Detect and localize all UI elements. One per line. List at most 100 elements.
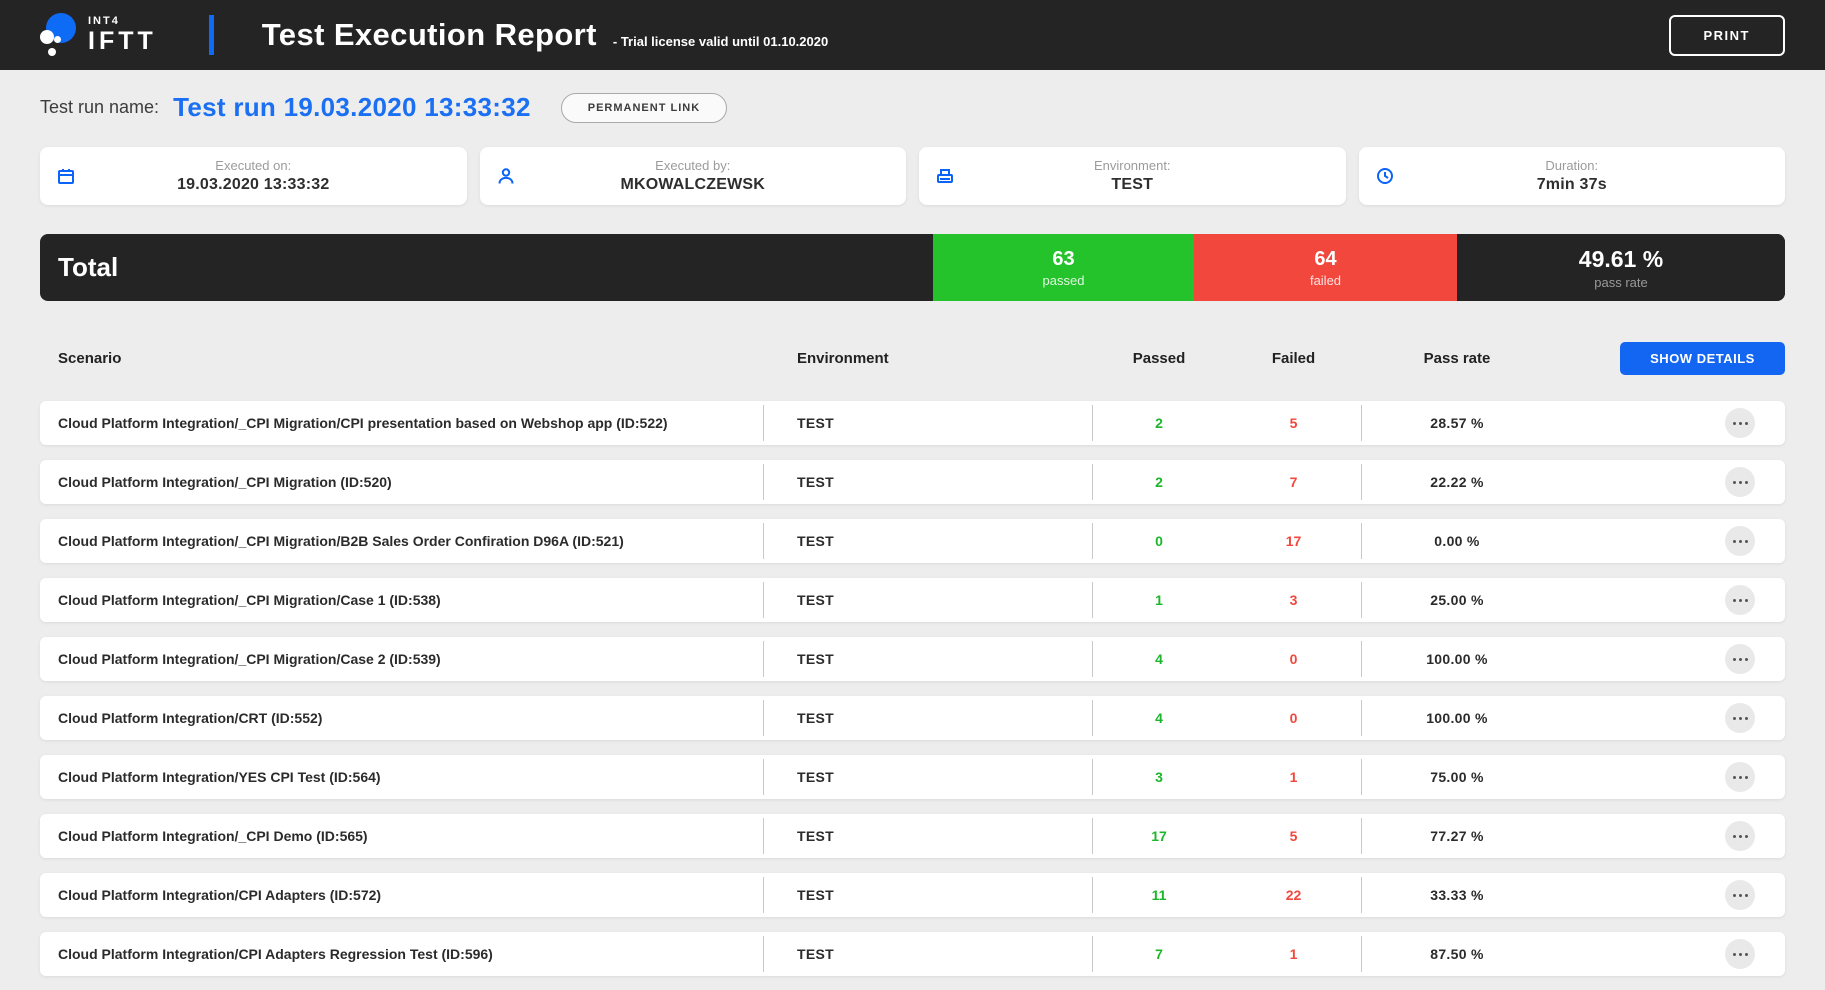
- row-failed-count: 17: [1286, 533, 1302, 549]
- table-row[interactable]: Cloud Platform Integration/CPI Adapters …: [40, 873, 1785, 917]
- total-pass-rate-caption: pass rate: [1594, 275, 1647, 290]
- int4-iftt-logo: INT4 IFTT: [34, 10, 157, 60]
- scenario-name: Cloud Platform Integration/CPI Adapters …: [58, 887, 381, 903]
- card-value: 7min 37s: [1537, 176, 1607, 194]
- row-pass-rate: 87.50 %: [1430, 946, 1483, 962]
- table-row[interactable]: Cloud Platform Integration/YES CPI Test …: [40, 755, 1785, 799]
- brand-iftt: IFTT: [88, 29, 157, 54]
- row-failed-count: 0: [1290, 710, 1298, 726]
- total-pass-rate-value: 49.61 %: [1579, 246, 1663, 273]
- row-actions-button[interactable]: [1725, 762, 1755, 792]
- scenario-name: Cloud Platform Integration/YES CPI Test …: [58, 769, 381, 785]
- ellipsis-icon: [1733, 658, 1736, 661]
- table-header-row: Scenario Environment Passed Failed Pass …: [40, 341, 1785, 375]
- row-actions-button[interactable]: [1725, 585, 1755, 615]
- server-icon: [935, 166, 955, 186]
- scenario-table: Scenario Environment Passed Failed Pass …: [40, 341, 1785, 976]
- row-passed-count: 4: [1155, 651, 1163, 667]
- table-row[interactable]: Cloud Platform Integration/_CPI Migratio…: [40, 637, 1785, 681]
- app-header: INT4 IFTT Test Execution Report - Trial …: [0, 0, 1825, 70]
- scenario-name: Cloud Platform Integration/_CPI Migratio…: [58, 474, 392, 490]
- row-pass-rate: 22.22 %: [1430, 474, 1483, 490]
- show-details-button[interactable]: SHOW DETAILS: [1620, 342, 1785, 375]
- scenario-name: Cloud Platform Integration/CRT (ID:552): [58, 710, 322, 726]
- total-failed-value: 64: [1314, 248, 1336, 271]
- brand-int4: INT4: [88, 16, 157, 27]
- ellipsis-icon: [1733, 835, 1736, 838]
- row-failed-count: 22: [1286, 887, 1302, 903]
- row-actions-button[interactable]: [1725, 821, 1755, 851]
- row-passed-count: 11: [1152, 887, 1167, 903]
- row-pass-rate: 100.00 %: [1426, 710, 1488, 726]
- row-environment: TEST: [797, 415, 834, 431]
- row-actions-button[interactable]: [1725, 939, 1755, 969]
- test-run-name: Test run 19.03.2020 13:33:32: [173, 92, 531, 123]
- table-row[interactable]: Cloud Platform Integration/_CPI Demo (ID…: [40, 814, 1785, 858]
- total-passed-block: 63 passed: [933, 234, 1194, 301]
- row-actions-button[interactable]: [1725, 644, 1755, 674]
- ellipsis-icon: [1733, 776, 1736, 779]
- scenario-name: Cloud Platform Integration/_CPI Migratio…: [58, 533, 624, 549]
- row-passed-count: 7: [1155, 946, 1163, 962]
- row-environment: TEST: [797, 474, 834, 490]
- card-value: MKOWALCZEWSK: [620, 176, 765, 194]
- row-passed-count: 3: [1155, 769, 1163, 785]
- table-row[interactable]: Cloud Platform Integration/_CPI Migratio…: [40, 578, 1785, 622]
- row-failed-count: 1: [1290, 946, 1298, 962]
- row-failed-count: 0: [1290, 651, 1298, 667]
- header-accent-divider: [209, 15, 214, 55]
- row-actions-button[interactable]: [1725, 703, 1755, 733]
- column-header-passed: Passed: [1092, 350, 1226, 367]
- table-row[interactable]: Cloud Platform Integration/CRT (ID:552) …: [40, 696, 1785, 740]
- table-row[interactable]: Cloud Platform Integration/CPI Adapters …: [40, 932, 1785, 976]
- row-environment: TEST: [797, 533, 834, 549]
- ellipsis-icon: [1733, 894, 1736, 897]
- row-actions-button[interactable]: [1725, 408, 1755, 438]
- scenario-name: Cloud Platform Integration/_CPI Migratio…: [58, 415, 668, 431]
- card-label: Executed on:: [215, 158, 291, 173]
- scenario-name: Cloud Platform Integration/CPI Adapters …: [58, 946, 493, 962]
- scenario-name: Cloud Platform Integration/_CPI Demo (ID…: [58, 828, 368, 844]
- row-pass-rate: 28.57 %: [1430, 415, 1483, 431]
- table-row[interactable]: Cloud Platform Integration/_CPI Migratio…: [40, 460, 1785, 504]
- user-icon: [496, 166, 516, 186]
- row-actions-button[interactable]: [1725, 880, 1755, 910]
- environment-card: Environment: TEST: [919, 147, 1346, 205]
- row-failed-count: 7: [1290, 474, 1298, 490]
- row-actions-button[interactable]: [1725, 467, 1755, 497]
- card-value: 19.03.2020 13:33:32: [177, 176, 329, 194]
- row-environment: TEST: [797, 592, 834, 608]
- card-label: Executed by:: [655, 158, 730, 173]
- ellipsis-icon: [1733, 540, 1736, 543]
- row-pass-rate: 0.00 %: [1434, 533, 1479, 549]
- logo-icon: [34, 10, 80, 60]
- row-actions-button[interactable]: [1725, 526, 1755, 556]
- row-pass-rate: 33.33 %: [1430, 887, 1483, 903]
- clock-icon: [1375, 166, 1395, 186]
- executed-on-card: Executed on: 19.03.2020 13:33:32: [40, 147, 467, 205]
- row-pass-rate: 75.00 %: [1430, 769, 1483, 785]
- column-header-failed: Failed: [1226, 350, 1361, 367]
- ellipsis-icon: [1733, 599, 1736, 602]
- row-pass-rate: 25.00 %: [1430, 592, 1483, 608]
- total-summary-bar: Total 63 passed 64 failed 49.61 % pass r…: [40, 234, 1785, 301]
- total-label: Total: [40, 234, 933, 301]
- scenario-name: Cloud Platform Integration/_CPI Migratio…: [58, 592, 441, 608]
- ellipsis-icon: [1733, 953, 1736, 956]
- print-button[interactable]: PRINT: [1669, 15, 1786, 56]
- row-environment: TEST: [797, 769, 834, 785]
- total-passed-value: 63: [1052, 248, 1074, 271]
- total-passed-caption: passed: [1043, 273, 1085, 288]
- column-header-environment: Environment: [763, 350, 1092, 367]
- test-run-name-label: Test run name:: [40, 97, 159, 118]
- permanent-link-button[interactable]: PERMANENT LINK: [561, 93, 727, 123]
- ellipsis-icon: [1733, 717, 1736, 720]
- row-passed-count: 1: [1155, 592, 1163, 608]
- row-environment: TEST: [797, 828, 834, 844]
- table-row[interactable]: Cloud Platform Integration/_CPI Migratio…: [40, 401, 1785, 445]
- total-failed-block: 64 failed: [1194, 234, 1457, 301]
- row-passed-count: 2: [1155, 415, 1163, 431]
- table-row[interactable]: Cloud Platform Integration/_CPI Migratio…: [40, 519, 1785, 563]
- executed-by-card: Executed by: MKOWALCZEWSK: [480, 147, 907, 205]
- row-environment: TEST: [797, 887, 834, 903]
